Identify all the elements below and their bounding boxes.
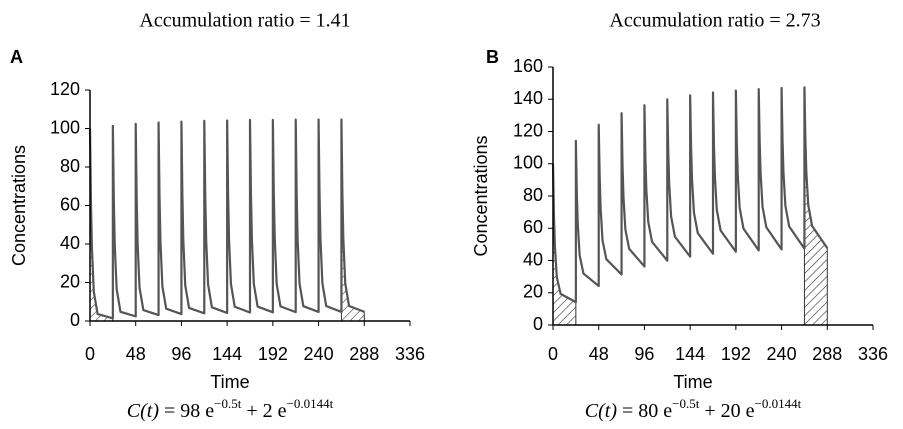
formula-part: −0.5t xyxy=(214,396,242,411)
x-tick-label: 0 xyxy=(85,344,95,364)
x-tick-label: 96 xyxy=(171,344,191,364)
y-tick-label: 80 xyxy=(523,185,543,205)
formula-part: = 98 e xyxy=(159,400,214,422)
x-tick-label: 240 xyxy=(304,344,334,364)
x-tick-label: 336 xyxy=(858,344,888,364)
y-tick-label: 60 xyxy=(523,217,543,237)
y-tick-label: 0 xyxy=(70,310,80,330)
x-tick-label: 48 xyxy=(126,344,146,364)
x-axis-label: Time xyxy=(673,372,712,392)
x-tick-label: 144 xyxy=(675,344,705,364)
chart-title: Accumulation ratio = 1.41 xyxy=(139,10,350,32)
x-tick-label: 192 xyxy=(258,344,288,364)
y-tick-label: 140 xyxy=(513,88,543,108)
formula-part: −0.5t xyxy=(672,396,700,411)
x-tick-label: 288 xyxy=(812,344,842,364)
y-tick-label: 20 xyxy=(60,271,80,291)
formula-part: C(t) xyxy=(127,400,160,422)
x-tick-label: 144 xyxy=(212,344,242,364)
y-tick-label: 80 xyxy=(60,156,80,176)
formula-part: C(t) xyxy=(585,400,618,422)
panel-label: B xyxy=(486,47,499,67)
formula-part: + 2 e xyxy=(241,400,286,422)
concentration-line xyxy=(551,86,829,304)
x-tick-label: 336 xyxy=(395,344,425,364)
y-tick-label: 100 xyxy=(50,117,80,137)
panel-label: A xyxy=(10,47,23,67)
y-tick-label: 0 xyxy=(533,314,543,334)
y-tick-label: 40 xyxy=(60,233,80,253)
x-tick-label: 288 xyxy=(349,344,379,364)
x-tick-label: 0 xyxy=(548,344,558,364)
formula-part: −0.0144t xyxy=(287,396,334,411)
formula-part: −0.0144t xyxy=(755,396,802,411)
x-tick-label: 48 xyxy=(589,344,609,364)
y-tick-label: 160 xyxy=(513,56,543,76)
shaded-area xyxy=(340,119,365,322)
y-tick-label: 100 xyxy=(513,153,543,173)
formula: C(t) = 98 e−0.5t + 2 e−0.0144t xyxy=(127,396,334,422)
x-tick-label: 96 xyxy=(634,344,654,364)
y-tick-label: 60 xyxy=(60,194,80,214)
formula: C(t) = 80 e−0.5t + 20 e−0.0144t xyxy=(585,396,802,422)
y-tick-label: 40 xyxy=(523,249,543,269)
y-tick-label: 20 xyxy=(523,282,543,302)
y-axis-label: Concentrations xyxy=(9,145,29,266)
y-tick-label: 120 xyxy=(513,120,543,140)
formula-part: = 80 e xyxy=(617,400,672,422)
x-tick-label: 240 xyxy=(767,344,797,364)
x-axis-label: Time xyxy=(210,372,249,392)
chart-title: Accumulation ratio = 2.73 xyxy=(609,10,820,32)
y-axis-label: Concentrations xyxy=(471,135,491,256)
concentration-line xyxy=(88,118,365,320)
y-tick-label: 120 xyxy=(50,79,80,99)
x-tick-label: 192 xyxy=(721,344,751,364)
formula-part: + 20 e xyxy=(699,400,754,422)
